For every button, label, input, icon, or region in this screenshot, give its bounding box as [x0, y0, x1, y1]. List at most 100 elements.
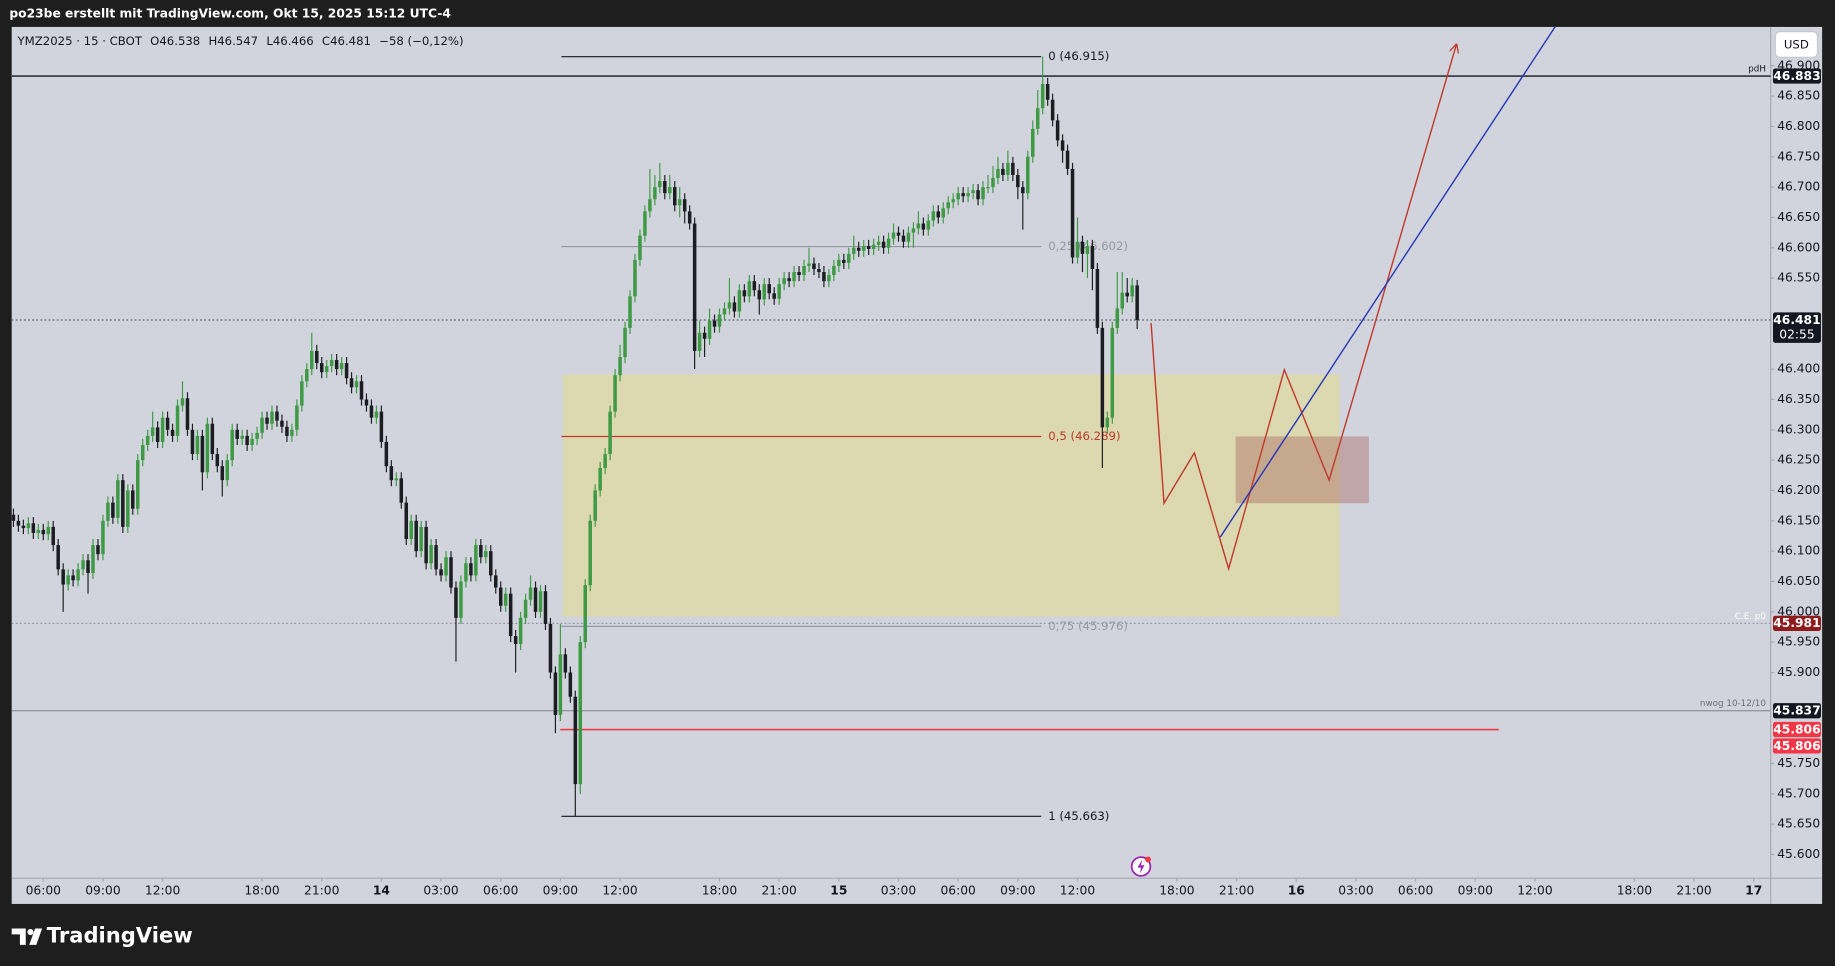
- candle-body: [1135, 285, 1139, 320]
- candle-body: [613, 375, 617, 412]
- candle-body: [603, 454, 607, 469]
- candle-body: [578, 642, 583, 785]
- currency-button[interactable]: [1774, 31, 1819, 58]
- candle-body: [702, 332, 707, 339]
- x-tick-label: 03:00: [881, 884, 916, 898]
- candle-body: [991, 178, 995, 188]
- y-tick-label: 46.100: [1777, 544, 1820, 558]
- y-tick-label: 46.850: [1777, 89, 1820, 103]
- countdown: 02:55: [1779, 328, 1814, 342]
- x-tick-label: 15: [830, 884, 847, 898]
- candle-body: [175, 405, 180, 436]
- fib-label: 1 (45.663): [1048, 809, 1109, 823]
- info-item: O46.538: [150, 33, 200, 47]
- candle-body: [215, 454, 220, 467]
- candle-body: [633, 259, 637, 297]
- price-badge: [1772, 68, 1821, 84]
- y-tick-label: 45.650: [1777, 817, 1820, 831]
- candle-body: [648, 199, 652, 212]
- candle-body: [663, 181, 667, 194]
- candle-body: [409, 520, 413, 540]
- candle-body: [250, 438, 254, 445]
- candle-body: [399, 478, 404, 503]
- candle-body: [414, 520, 418, 552]
- info-item: C46.481: [322, 33, 371, 47]
- candle-body: [593, 490, 597, 521]
- candle-body: [46, 526, 51, 535]
- candle-body: [76, 569, 80, 581]
- level-name: pdH: [1748, 65, 1766, 75]
- candle-body: [563, 654, 568, 673]
- candle-body: [205, 423, 210, 473]
- candle-body: [290, 429, 294, 436]
- candle-body: [220, 466, 225, 481]
- candle-body: [200, 435, 205, 473]
- candle-body: [170, 429, 175, 436]
- x-tick-label: 06:00: [940, 884, 975, 898]
- candle-body: [1030, 128, 1035, 157]
- candle-body: [344, 363, 349, 379]
- info-item: YMZ2025 · 15 · CBOT: [17, 33, 143, 47]
- candle-body: [618, 356, 622, 376]
- candle-body: [926, 220, 931, 230]
- candle-body: [503, 593, 508, 606]
- candle-body: [553, 672, 558, 715]
- candle-body: [856, 247, 861, 251]
- x-tick-label: 06:00: [26, 884, 61, 898]
- candle-body: [583, 585, 588, 643]
- candle-body: [707, 320, 712, 339]
- candle-body: [931, 211, 936, 221]
- level-name: nwog 10-12/10: [1700, 699, 1766, 709]
- candle-body: [498, 587, 503, 606]
- candle-body: [906, 232, 911, 242]
- candle-body: [145, 435, 150, 445]
- candle-body: [101, 520, 105, 555]
- candle-body: [81, 560, 85, 570]
- candle-body: [732, 302, 737, 312]
- candle-body: [41, 529, 46, 535]
- candle-body: [941, 208, 946, 218]
- candle-body: [866, 245, 871, 249]
- symbol-info: YMZ2025 · 15 · CBOT O46.538 H46.547 L46.466…: [17, 33, 464, 47]
- candle-body: [901, 235, 906, 242]
- y-tick-label: 46.050: [1777, 574, 1820, 588]
- candle-body: [444, 557, 448, 576]
- candle-body: [827, 275, 831, 282]
- candle-body: [772, 293, 776, 299]
- candle-body: [195, 435, 200, 455]
- alert-icon[interactable]: [1130, 856, 1152, 877]
- x-tick-label: 09:00: [85, 884, 120, 898]
- candle-body: [1040, 83, 1045, 109]
- candle-body: [911, 228, 916, 233]
- price-badge: [1772, 721, 1821, 738]
- candle-body: [364, 399, 369, 406]
- candle-body: [832, 265, 836, 276]
- x-tick-label: 09:00: [1458, 884, 1493, 898]
- candle-body: [802, 265, 806, 276]
- y-tick-label: 46.200: [1777, 483, 1820, 497]
- candle-body: [1045, 83, 1050, 100]
- candle-body: [26, 523, 31, 529]
- candle-body: [121, 480, 125, 527]
- candle-body: [1021, 187, 1025, 194]
- candle-body: [752, 281, 757, 291]
- candle-body: [807, 263, 811, 266]
- candle-body: [737, 290, 742, 312]
- candle-body: [668, 187, 672, 194]
- x-tick-label: 09:00: [1000, 884, 1035, 898]
- candle-body: [11, 514, 16, 521]
- candle-body: [876, 241, 881, 245]
- candle-body: [484, 551, 488, 558]
- candle-body: [275, 411, 279, 421]
- candle-body: [921, 223, 926, 230]
- candle-body: [1026, 156, 1030, 194]
- candle-body: [359, 381, 364, 400]
- candle-body: [861, 245, 866, 251]
- candle-body: [692, 223, 697, 351]
- candle-body: [265, 417, 269, 424]
- candle-body: [111, 502, 115, 518]
- candle-body: [126, 490, 130, 527]
- candle-body: [384, 441, 389, 467]
- candle-body: [981, 187, 985, 200]
